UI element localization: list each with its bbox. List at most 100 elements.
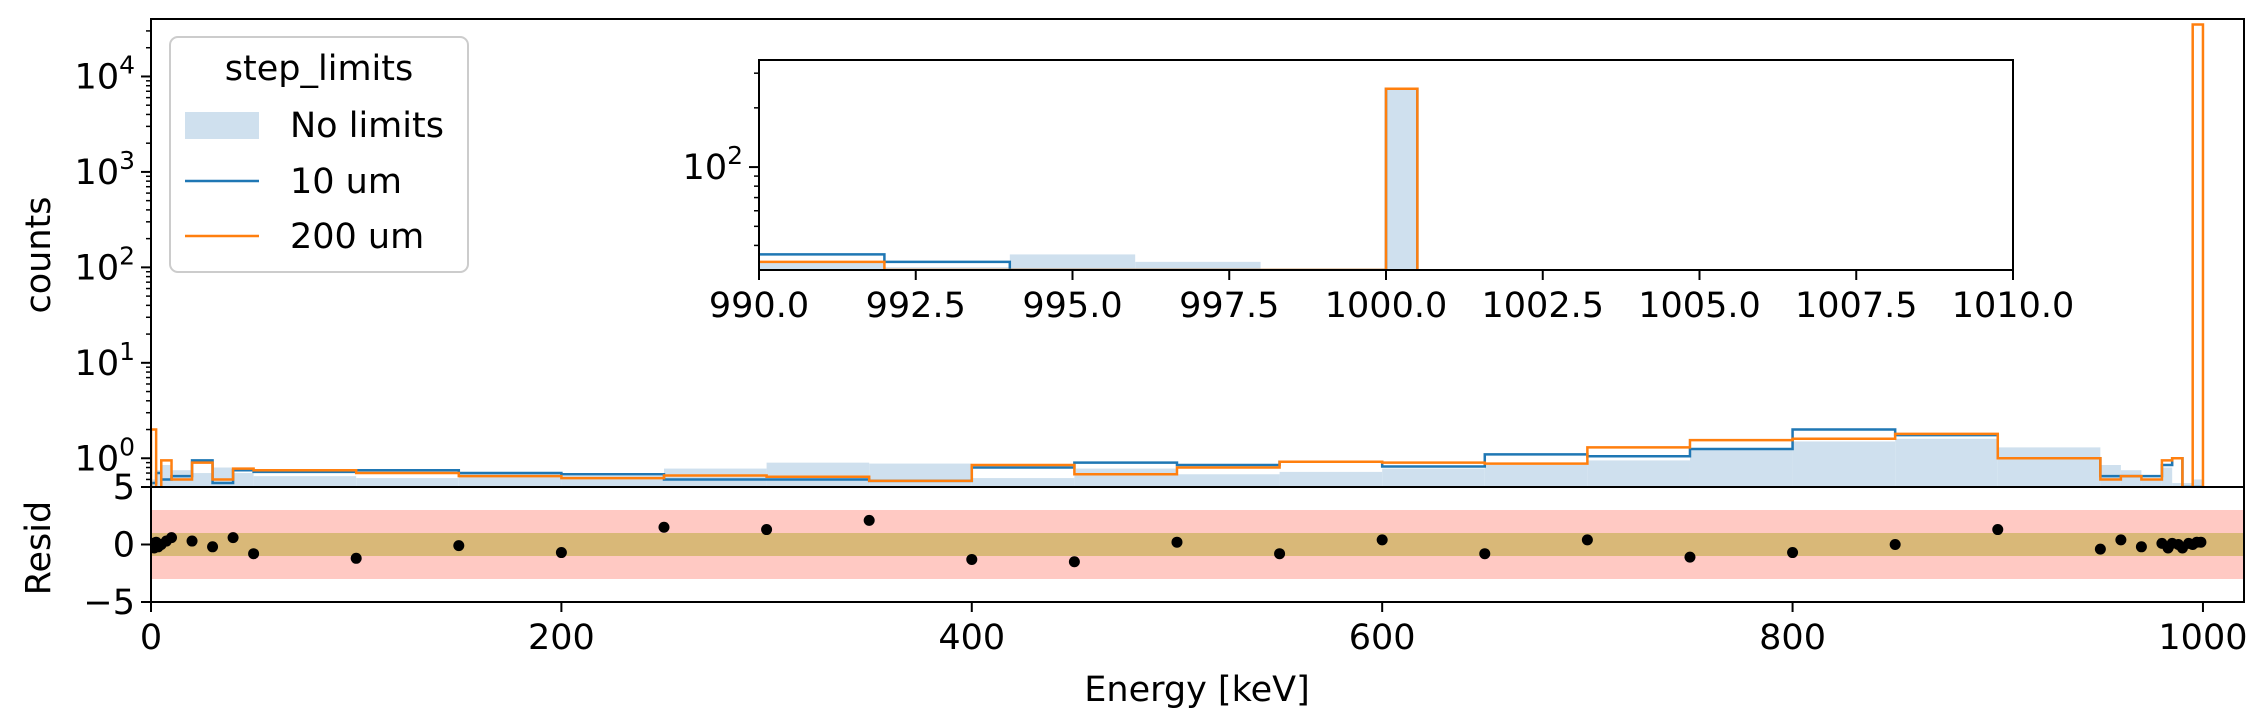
inset-x-tick-label: 992.5	[866, 286, 966, 326]
residual-point	[248, 548, 260, 560]
bar-no-limits	[971, 478, 1075, 487]
bar-no-limits	[253, 476, 357, 487]
bar-no-limits	[161, 465, 172, 487]
bar-no-limits	[561, 476, 664, 487]
bar-no-limits	[1382, 468, 1485, 487]
step-line-200um	[151, 23, 2205, 487]
y-tick-label-base: 10	[75, 248, 120, 288]
inset-step-200um	[759, 87, 1419, 270]
y-tick-label-base: 10	[75, 439, 120, 479]
resid-axis-label: Resid	[19, 501, 59, 595]
y-tick-label: 104	[75, 50, 135, 97]
residual-point	[761, 524, 773, 536]
y-tick-label-base: 10	[75, 344, 120, 384]
y-tick-label-exponent: 0	[119, 432, 135, 461]
residual-plot: 0 200 400 600 800 1000 −505 Resid Energy [keV…	[19, 468, 2247, 710]
residual-point	[1581, 534, 1593, 546]
bar-no-limits	[1997, 447, 2101, 487]
inset-x-tick-label: 1010.0	[1952, 286, 2074, 326]
residual-point	[1376, 534, 1388, 546]
residual-point	[2135, 541, 2147, 553]
resid-y-tick-label: 5	[113, 468, 135, 508]
residual-point	[966, 553, 978, 565]
bar-no-limits	[1176, 474, 1280, 487]
y-tick-label-base: 10	[75, 57, 120, 97]
bar-no-limits	[1484, 465, 1588, 487]
inset-y-tick-label: 102	[683, 141, 743, 188]
inset-x-tick-label: 1005.0	[1638, 286, 1760, 326]
inset-x-tick-label: 997.5	[1179, 286, 1279, 326]
inset-bar-no-limits	[1009, 254, 1136, 270]
inset-bar-no-limits	[884, 267, 1010, 270]
resid-y-tick-label: −5	[83, 583, 135, 623]
inset-bar-no-limits	[759, 261, 885, 270]
residual-point	[658, 521, 670, 533]
inset-bar-no-limits	[1386, 88, 1418, 270]
inset-y-tick-label-exponent: 2	[727, 141, 743, 170]
x-tick-label: 600	[1349, 618, 1416, 658]
x-tick-label: 800	[1759, 618, 1826, 658]
y-tick-label: 100	[75, 432, 135, 479]
inset-x-tick-label: 990.0	[709, 286, 809, 326]
x-tick-label: 1000	[2158, 618, 2247, 658]
x-tick-label: 0	[140, 618, 162, 658]
inset-y-tick-label-base: 10	[683, 148, 728, 188]
legend-box	[169, 36, 469, 273]
residual-point	[2195, 536, 2207, 548]
residual-point	[453, 540, 465, 552]
legend-label-200um: 200 um	[290, 217, 424, 257]
band-1sigma	[151, 533, 2244, 556]
legend-label-no-limits: No limits	[290, 106, 444, 146]
bar-no-limits	[356, 478, 459, 487]
bar-no-limits	[2141, 479, 2162, 487]
inset-bar-no-limits	[1135, 261, 1261, 270]
bar-no-limits	[156, 470, 162, 487]
bar-no-limits	[1279, 471, 1383, 487]
residual-point	[186, 535, 198, 547]
counts-axis-label: counts	[19, 197, 59, 314]
residual-point	[1787, 547, 1799, 559]
residual-point	[1992, 524, 2004, 536]
residual-point	[350, 552, 362, 564]
residual-point	[555, 547, 567, 559]
bar-no-limits	[233, 473, 254, 487]
bar-no-limits	[2120, 470, 2142, 487]
y-tick-label-exponent: 4	[119, 50, 135, 79]
legend: step_limits No limits 10 um 200 um	[169, 36, 469, 273]
bar-no-limits	[1792, 441, 1896, 487]
bar-no-limits	[2182, 483, 2193, 487]
y-tick-label-base: 10	[75, 153, 120, 193]
bar-no-limits	[766, 462, 870, 487]
x-tick-label: 400	[938, 618, 1005, 658]
bar-no-limits	[663, 468, 767, 487]
residual-point	[1889, 539, 1901, 550]
legend-label-10um: 10 um	[290, 162, 402, 202]
bar-no-limits	[1689, 449, 1793, 487]
residual-point	[1171, 536, 1183, 548]
bar-no-limits	[1587, 460, 1690, 487]
y-tick-label: 102	[75, 241, 135, 288]
residual-point	[2094, 543, 2106, 555]
inset-x-tick-label: 995.0	[1022, 286, 1122, 326]
inset-x-tick-label: 1007.5	[1795, 286, 1917, 326]
bar-no-limits	[2161, 467, 2173, 487]
residual-point	[1479, 548, 1491, 560]
y-tick-label: 103	[75, 146, 135, 193]
residual-point	[227, 532, 239, 544]
legend-title: step_limits	[225, 49, 413, 89]
bar-no-limits	[2192, 479, 2203, 487]
residual-point	[863, 514, 875, 526]
residual-point	[166, 532, 178, 544]
residual-point	[1274, 548, 1286, 560]
y-tick-label-exponent: 1	[119, 337, 135, 366]
y-tick-label: 101	[75, 337, 135, 384]
inset-x-tick-label: 1000.0	[1325, 286, 1447, 326]
residual-point	[1068, 556, 1080, 568]
y-tick-label-exponent: 3	[119, 146, 135, 175]
legend-swatch-no-limits	[185, 112, 259, 139]
energy-axis-label: Energy [keV]	[1084, 670, 1309, 710]
bar-no-limits	[192, 473, 213, 487]
inset-plot: 990.0 992.5 995.0 997.5 1000.0 1002.5 1005.0 10…	[683, 59, 2074, 326]
